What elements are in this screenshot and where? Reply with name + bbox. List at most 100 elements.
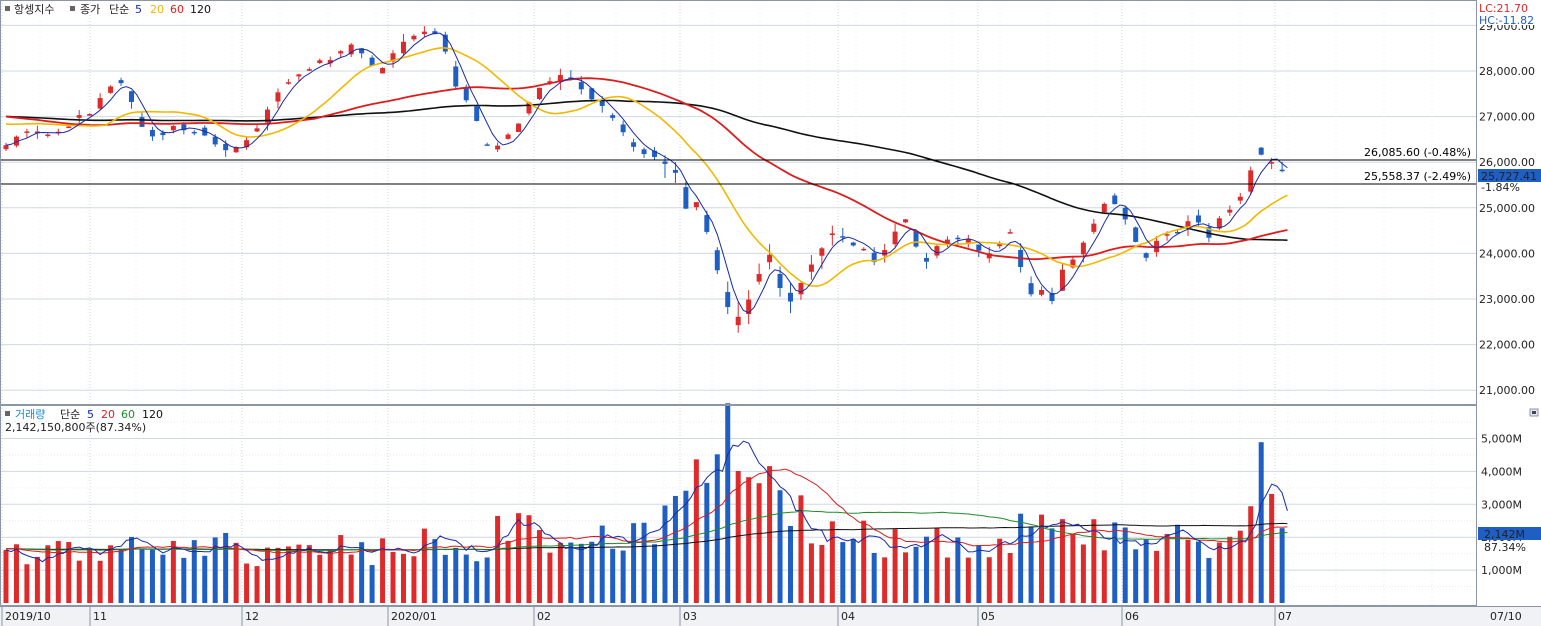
candle: [149, 126, 155, 141]
volume-bar: [34, 556, 40, 603]
candle: [1133, 226, 1139, 243]
candle: [495, 142, 501, 153]
volume-bar: [892, 529, 898, 603]
candle: [24, 128, 30, 138]
volume-bar: [359, 542, 365, 603]
volume-bar: [725, 403, 731, 603]
date-tick-label: 12: [245, 610, 259, 623]
legend-ma20: 20: [150, 3, 164, 16]
candle: [285, 79, 291, 85]
legend-square-icon: [70, 6, 75, 11]
collapse-icon: [1532, 411, 1536, 414]
volume-bar: [474, 561, 480, 603]
candle: [411, 34, 417, 42]
candle: [3, 142, 9, 151]
volume-bar: [1080, 544, 1086, 603]
volume-bar: [819, 544, 825, 603]
candle: [735, 302, 741, 333]
legend-volume-ma60: 60: [121, 408, 135, 421]
reference-line-1-label: 26,085.60 (-0.48%): [1364, 146, 1471, 159]
candlesticks: [3, 26, 1285, 333]
volume-bar: [453, 547, 459, 603]
legend-square-icon: [5, 411, 10, 416]
volume-bar: [1133, 549, 1139, 603]
volume-bar: [662, 505, 668, 603]
legend-ma120: 120: [190, 3, 211, 16]
volume-current-text: 2,142,150,800주(87.34%): [5, 421, 146, 434]
candle: [1248, 166, 1254, 195]
legend-square-icon: [5, 6, 10, 11]
volume-tick-label: 3,000M: [1481, 498, 1522, 511]
volume-bar: [244, 563, 250, 603]
volume-bar: [129, 536, 135, 603]
reference-line-2-label: 25,558.37 (-2.49%): [1364, 170, 1471, 183]
volume-bar: [55, 541, 61, 603]
candle: [641, 147, 647, 158]
volume-bar: [170, 540, 176, 603]
candle: [306, 67, 312, 71]
candle: [903, 219, 909, 224]
candle: [1059, 262, 1065, 291]
hc-label: HC:-11.82: [1479, 14, 1534, 27]
volume-tick-label: 1,000M: [1481, 564, 1522, 577]
cursor-date-label: 07/10: [1490, 610, 1522, 623]
current-volume-badge: [1478, 527, 1541, 540]
volume-bar: [1154, 550, 1160, 603]
volume-bar: [1269, 493, 1275, 603]
volume-bar: [714, 454, 720, 603]
volume-bar: [202, 555, 208, 603]
volume-bar: [923, 536, 929, 603]
volume-bar: [118, 549, 124, 603]
legend-ma5: 5: [135, 3, 142, 16]
candle: [275, 88, 281, 109]
volume-bar: [746, 477, 752, 603]
candle: [505, 133, 511, 140]
candle: [1039, 286, 1045, 297]
candle: [788, 282, 793, 314]
price-legend[interactable]: 항셍지수 종가 단순 5 20 60 120: [5, 3, 211, 16]
candle: [390, 50, 396, 68]
volume-bar: [1227, 536, 1233, 603]
volume-bar: [296, 544, 302, 603]
legend-volume-ma5: 5: [87, 408, 94, 421]
volume-bar: [369, 565, 375, 603]
volume-bar: [1018, 513, 1024, 603]
ma120-line: [5, 99, 1288, 241]
candle: [944, 236, 950, 248]
candle: [767, 244, 773, 270]
volume-bar: [306, 545, 312, 603]
volume-bar: [756, 483, 762, 603]
candle: [34, 125, 40, 139]
volume-bar: [265, 547, 270, 603]
price-tick-label: 26,000.00: [1479, 156, 1535, 169]
candle: [819, 246, 825, 269]
volume-bar: [505, 540, 511, 603]
volume-bar: [1258, 442, 1264, 603]
volume-bar: [1143, 539, 1149, 603]
candle: [631, 138, 637, 152]
candle: [1112, 193, 1118, 205]
date-tick-label: 05: [981, 610, 995, 623]
price-panel-frame: [0, 0, 1477, 405]
volume-legend[interactable]: 거래량 단순 5 20 60 120 2,142,150,800주(87.34%…: [5, 408, 163, 434]
candle: [1195, 209, 1201, 227]
candle: [589, 87, 595, 102]
volume-bars: [3, 403, 1285, 603]
candle: [882, 243, 888, 263]
legend-ma60: 60: [170, 3, 184, 16]
volume-bar: [411, 556, 417, 603]
candle: [693, 202, 699, 211]
candle: [1007, 229, 1013, 234]
lc-label: LC:21.70: [1479, 2, 1528, 15]
legend-price-type: 종가: [80, 3, 100, 16]
candle: [923, 252, 929, 269]
volume-bar: [547, 552, 553, 603]
volume-bar: [955, 537, 961, 603]
candle: [725, 281, 731, 315]
candle: [798, 282, 804, 300]
candle: [118, 77, 124, 86]
volume-bar: [1039, 514, 1045, 603]
date-tick-label: 03: [683, 610, 697, 623]
volume-bar: [1279, 528, 1285, 603]
